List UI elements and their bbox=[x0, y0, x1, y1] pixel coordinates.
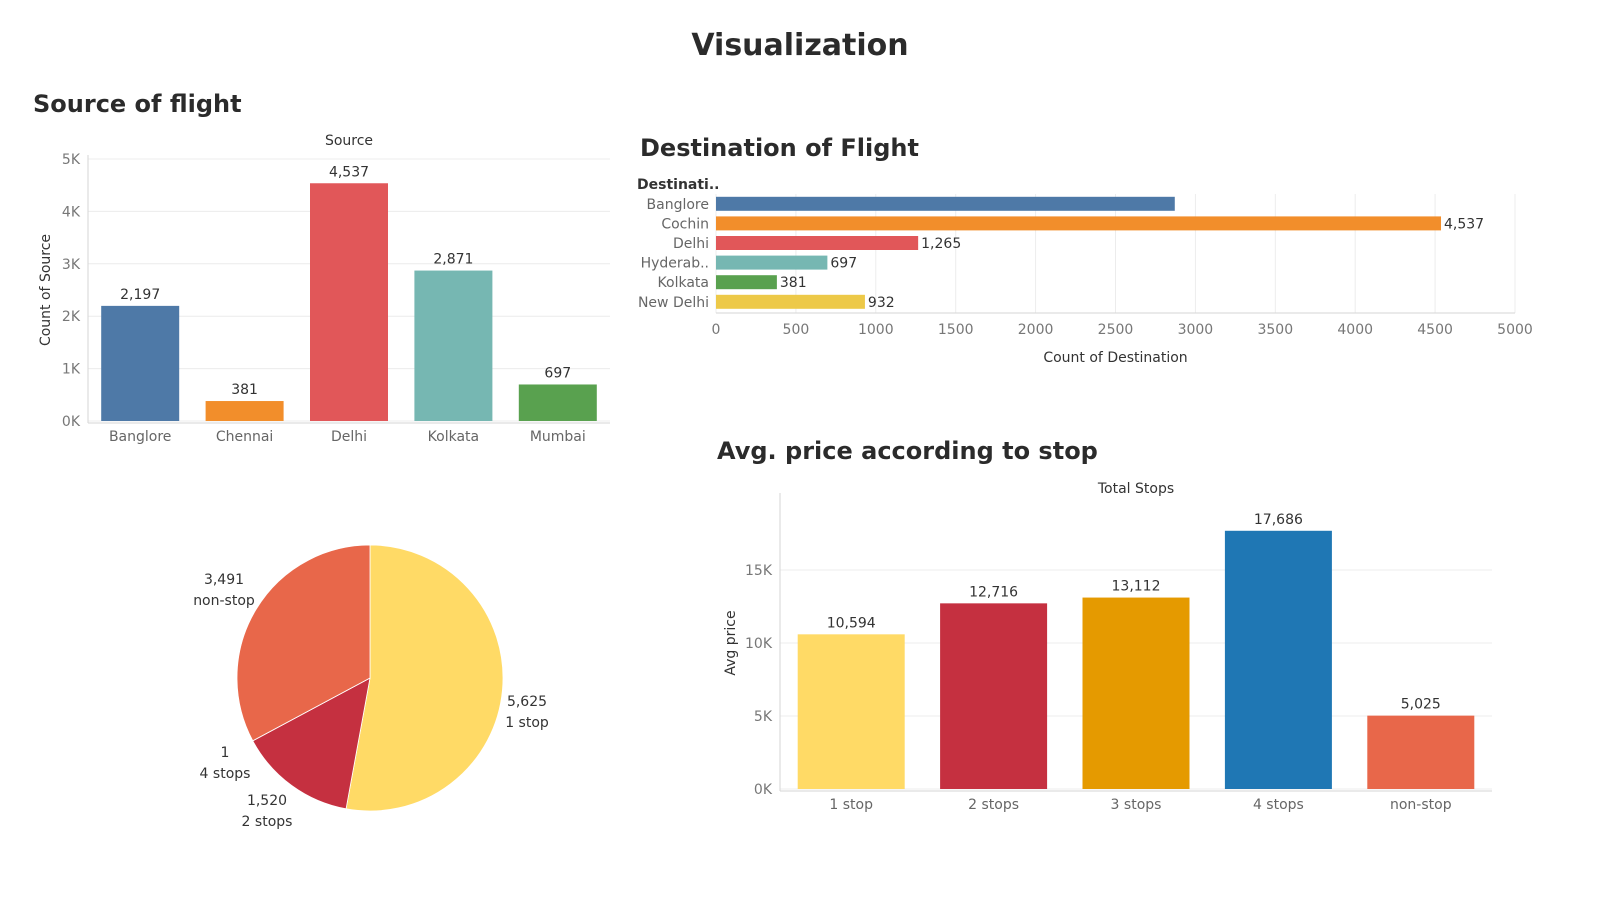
source-y-tick-label: 2K bbox=[62, 309, 81, 325]
pie-slice-category-label: 1 stop bbox=[505, 715, 549, 731]
source-bar-value-label: 2,871 bbox=[433, 252, 473, 268]
source-bar bbox=[518, 384, 597, 421]
source-chart-title: Source of flight bbox=[33, 90, 242, 118]
source-x-tick-label: Delhi bbox=[331, 429, 367, 445]
price-bar bbox=[1082, 597, 1190, 789]
price-bar bbox=[1367, 715, 1475, 789]
pie-slice bbox=[345, 544, 504, 812]
price-y-tick-label: 0K bbox=[754, 782, 773, 798]
price-y-axis-title: Avg price bbox=[723, 610, 739, 675]
destination-x-tick-label: 4500 bbox=[1417, 322, 1453, 338]
pie-slice bbox=[252, 677, 371, 810]
source-bar-value-label: 2,197 bbox=[120, 287, 160, 303]
destination-bar bbox=[716, 216, 1442, 231]
destination-bar-value-label: 4,537 bbox=[1444, 216, 1484, 232]
price-x-tick-label: 4 stops bbox=[1253, 797, 1304, 813]
price-y-tick-label: 5K bbox=[754, 709, 773, 725]
destination-category-label: Hyderab.. bbox=[641, 256, 709, 272]
price-bar-value-label: 13,112 bbox=[1112, 579, 1161, 595]
page-title: Visualization bbox=[691, 28, 909, 63]
source-x-tick-label: Chennai bbox=[216, 429, 273, 445]
destination-bar bbox=[716, 255, 828, 270]
destination-x-tick-label: 2500 bbox=[1098, 322, 1134, 338]
source-x-tick-label: Mumbai bbox=[530, 429, 586, 445]
pie-slice-value-label: 1 bbox=[221, 745, 230, 761]
price-bar-value-label: 5,025 bbox=[1401, 697, 1441, 713]
destination-bar-chart: 0 500 1000 1500 2000 2500 3000 3500 4000 4500 5000… bbox=[637, 177, 1533, 366]
destination-x-tick-label: 4000 bbox=[1337, 322, 1373, 338]
source-bar bbox=[414, 270, 493, 421]
destination-category-label: Delhi bbox=[673, 236, 709, 252]
source-y-tick-label: 4K bbox=[62, 204, 81, 220]
source-bar-value-label: 4,537 bbox=[329, 164, 369, 180]
source-y-axis-title: Count of Source bbox=[38, 234, 54, 346]
destination-x-tick-label: 500 bbox=[783, 322, 810, 338]
source-y-tick-label: 1K bbox=[62, 362, 81, 378]
pie-slice-value-label: 3,491 bbox=[204, 572, 244, 588]
destination-category-label: Kolkata bbox=[658, 275, 709, 291]
destination-bar-value-label: 1,265 bbox=[921, 236, 961, 252]
destination-chart-title: Destination of Flight bbox=[640, 134, 919, 162]
destination-x-tick-label: 1500 bbox=[938, 322, 974, 338]
source-bar bbox=[101, 305, 180, 421]
destination-x-tick-label: 2000 bbox=[1018, 322, 1054, 338]
destination-x-tick-label: 0 bbox=[712, 322, 721, 338]
destination-bar-value-label: 932 bbox=[868, 295, 895, 311]
source-bar-value-label: 697 bbox=[544, 365, 571, 381]
destination-x-tick-label: 1000 bbox=[858, 322, 894, 338]
price-x-tick-label: non-stop bbox=[1390, 797, 1452, 813]
price-bar bbox=[797, 634, 905, 789]
pie-slice-category-label: 2 stops bbox=[242, 814, 293, 830]
price-header: Total Stops bbox=[1097, 481, 1174, 497]
destination-bar-value-label: 381 bbox=[780, 275, 807, 291]
price-y-tick-label: 15K bbox=[745, 563, 773, 579]
destination-x-tick-label: 3500 bbox=[1257, 322, 1293, 338]
avg-price-chart-title: Avg. price according to stop bbox=[717, 437, 1098, 465]
source-bar bbox=[310, 183, 388, 421]
destination-bar bbox=[716, 196, 1175, 211]
pie-slice bbox=[236, 544, 371, 742]
price-bar-value-label: 12,716 bbox=[969, 584, 1018, 600]
source-x-tick-label: Banglore bbox=[109, 429, 171, 445]
price-bar bbox=[1224, 530, 1332, 789]
pie-slice-value-label: 1,520 bbox=[247, 793, 287, 809]
source-bar bbox=[205, 401, 284, 421]
source-header: Source bbox=[325, 133, 373, 149]
pie-slice-category-label: 4 stops bbox=[200, 766, 251, 782]
destination-bar-value-label: 697 bbox=[830, 256, 857, 272]
destination-bar bbox=[716, 236, 919, 250]
destination-bar bbox=[716, 294, 865, 309]
price-bar-value-label: 10,594 bbox=[827, 615, 876, 631]
price-bar bbox=[940, 603, 1048, 789]
price-x-tick-label: 2 stops bbox=[968, 797, 1019, 813]
destination-header: Destinati.. bbox=[637, 177, 719, 193]
stops-pie-chart: 5,625 1 stop 1,520 2 stops 1 4 stops 3,491 non-… bbox=[193, 544, 549, 830]
source-bar-chart: 0K 1K 2K 3K 4K 5K Source Count of Source 2,197 Ba… bbox=[38, 133, 610, 445]
price-x-tick-label: 3 stops bbox=[1111, 797, 1162, 813]
source-x-tick-label: Kolkata bbox=[428, 429, 479, 445]
source-bar-value-label: 381 bbox=[231, 382, 258, 398]
destination-x-axis-title: Count of Destination bbox=[1043, 350, 1187, 366]
source-y-tick-label: 5K bbox=[62, 152, 81, 168]
price-x-tick-label: 1 stop bbox=[829, 797, 873, 813]
destination-x-tick-label: 3000 bbox=[1178, 322, 1214, 338]
price-bar-value-label: 17,686 bbox=[1254, 512, 1303, 528]
source-y-tick-label: 3K bbox=[62, 257, 81, 273]
destination-bar bbox=[716, 275, 777, 290]
source-y-tick-label: 0K bbox=[62, 414, 81, 430]
destination-category-label: Cochin bbox=[661, 216, 709, 232]
destination-x-tick-label: 5000 bbox=[1497, 322, 1533, 338]
price-y-tick-label: 10K bbox=[745, 636, 773, 652]
destination-category-label: New Delhi bbox=[638, 295, 709, 311]
pie-slice-category-label: non-stop bbox=[193, 593, 255, 609]
avg-price-bar-chart: 0K 5K 10K 15K Total Stops Avg price 10,594 1 st… bbox=[723, 481, 1492, 813]
destination-category-label: Banglore bbox=[647, 197, 709, 213]
pie-slice-value-label: 5,625 bbox=[507, 694, 547, 710]
